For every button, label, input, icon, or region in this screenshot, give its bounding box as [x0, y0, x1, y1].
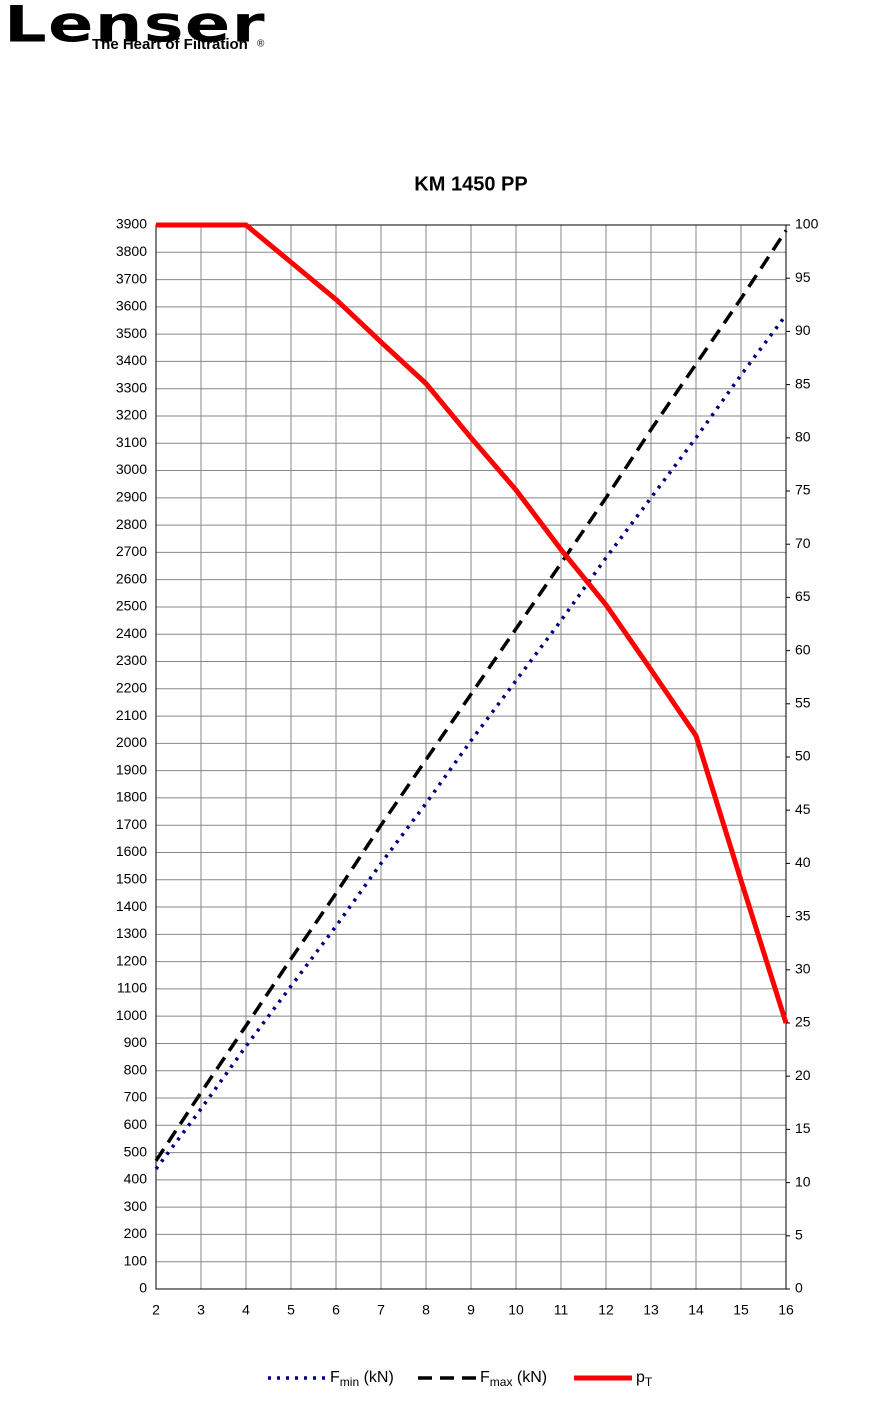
y-tick-label: 2300 [116, 652, 147, 668]
y-tick-label: 2200 [116, 679, 147, 695]
y-tick-label: 700 [124, 1089, 148, 1105]
y-tick-label: 2800 [116, 516, 147, 532]
registered-mark: ® [257, 39, 265, 50]
x-tick-label: 10 [508, 1302, 524, 1318]
tagline: The Heart of Filtration [92, 36, 248, 53]
y-tick-label: 1000 [116, 1007, 147, 1023]
y-tick-label: 200 [124, 1225, 148, 1241]
legend-label: Fmin (kN) [330, 1369, 394, 1389]
y2-tick-label: 0 [795, 1280, 803, 1296]
y2-tick-label: 100 [795, 216, 819, 232]
x-tick-label: 13 [643, 1302, 659, 1318]
y-tick-label: 400 [124, 1171, 148, 1187]
legend-label: pT [636, 1369, 653, 1389]
y2-tick-label: 70 [795, 535, 811, 551]
y-tick-label: 2700 [116, 543, 147, 559]
y-tick-label: 2400 [116, 625, 147, 641]
x-tick-label: 5 [287, 1302, 295, 1318]
y2-tick-label: 95 [795, 269, 811, 285]
x-tick-label: 8 [422, 1302, 430, 1318]
y2-tick-label: 5 [795, 1227, 803, 1243]
y2-tick-label: 10 [795, 1173, 811, 1189]
y-tick-label: 1500 [116, 870, 147, 886]
y-tick-label: 1400 [116, 898, 147, 914]
y2-tick-label: 25 [795, 1014, 811, 1030]
y2-tick-label: 85 [795, 375, 811, 391]
y-tick-label: 3700 [116, 270, 147, 286]
y-tick-label: 3900 [116, 216, 147, 232]
y-tick-label: 500 [124, 1143, 148, 1159]
y-tick-label: 900 [124, 1034, 148, 1050]
y-tick-label: 1200 [116, 952, 147, 968]
y2-tick-label: 65 [795, 588, 811, 604]
y-tick-label: 100 [124, 1252, 148, 1268]
y-tick-label: 0 [139, 1280, 147, 1296]
y-tick-label: 3100 [116, 434, 147, 450]
legend-label: Fmax (kN) [480, 1369, 547, 1389]
y-tick-label: 3300 [116, 379, 147, 395]
x-tick-label: 9 [467, 1302, 475, 1318]
x-tick-label: 6 [332, 1302, 340, 1318]
series-line [154, 313, 788, 1171]
y2-tick-label: 45 [795, 801, 811, 817]
y2-tick-label: 50 [795, 748, 811, 764]
y2-tick-label: 15 [795, 1120, 811, 1136]
y2-tick-label: 20 [795, 1067, 811, 1083]
brand: Lenser [4, 0, 266, 54]
logo: Lenser ® The Heart of Filtration [4, 0, 266, 54]
y-tick-label: 3500 [116, 325, 147, 341]
y-tick-label: 3000 [116, 461, 147, 477]
x-tick-label: 3 [197, 1302, 205, 1318]
y-tick-label: 3800 [116, 243, 147, 259]
y-tick-label: 2900 [116, 489, 147, 505]
y-tick-label: 1700 [116, 816, 147, 832]
x-tick-label: 7 [377, 1302, 385, 1318]
y-tick-label: 2600 [116, 570, 147, 586]
y-tick-label: 1300 [116, 925, 147, 941]
y2-tick-label: 55 [795, 695, 811, 711]
chart-title: KM 1450 PP [414, 173, 527, 195]
x-tick-label: 14 [688, 1302, 704, 1318]
y-tick-label: 300 [124, 1198, 148, 1214]
y-tick-label: 2000 [116, 734, 147, 750]
y-tick-label: 2100 [116, 707, 147, 723]
y2-tick-label: 60 [795, 641, 811, 657]
plot-frame [155, 224, 787, 1290]
y-tick-label: 1900 [116, 761, 147, 777]
x-tick-label: 4 [242, 1302, 250, 1318]
y2-tick-label: 30 [795, 961, 811, 977]
x-tick-label: 15 [733, 1302, 749, 1318]
x-tick-label: 16 [778, 1302, 794, 1318]
y2-tick-label: 75 [795, 482, 811, 498]
y-tick-label: 1600 [116, 843, 147, 859]
x-tick-label: 2 [152, 1302, 160, 1318]
y-tick-label: 3600 [116, 298, 147, 314]
y-tick-label: 3200 [116, 407, 147, 423]
x-tick-label: 12 [598, 1302, 614, 1318]
y-tick-label: 2500 [116, 598, 147, 614]
y2-tick-label: 40 [795, 854, 811, 870]
y-tick-label: 3400 [116, 352, 147, 368]
y2-tick-label: 90 [795, 322, 811, 338]
x-tick-label: 11 [554, 1302, 569, 1318]
series-line [154, 229, 788, 1162]
y-tick-label: 1100 [117, 980, 147, 996]
series-line [156, 222, 789, 1024]
y2-tick-label: 80 [795, 429, 811, 445]
y-tick-label: 1800 [116, 789, 147, 805]
y-tick-label: 600 [124, 1116, 148, 1132]
y2-tick-label: 35 [795, 907, 811, 923]
y-tick-label: 800 [124, 1061, 148, 1077]
